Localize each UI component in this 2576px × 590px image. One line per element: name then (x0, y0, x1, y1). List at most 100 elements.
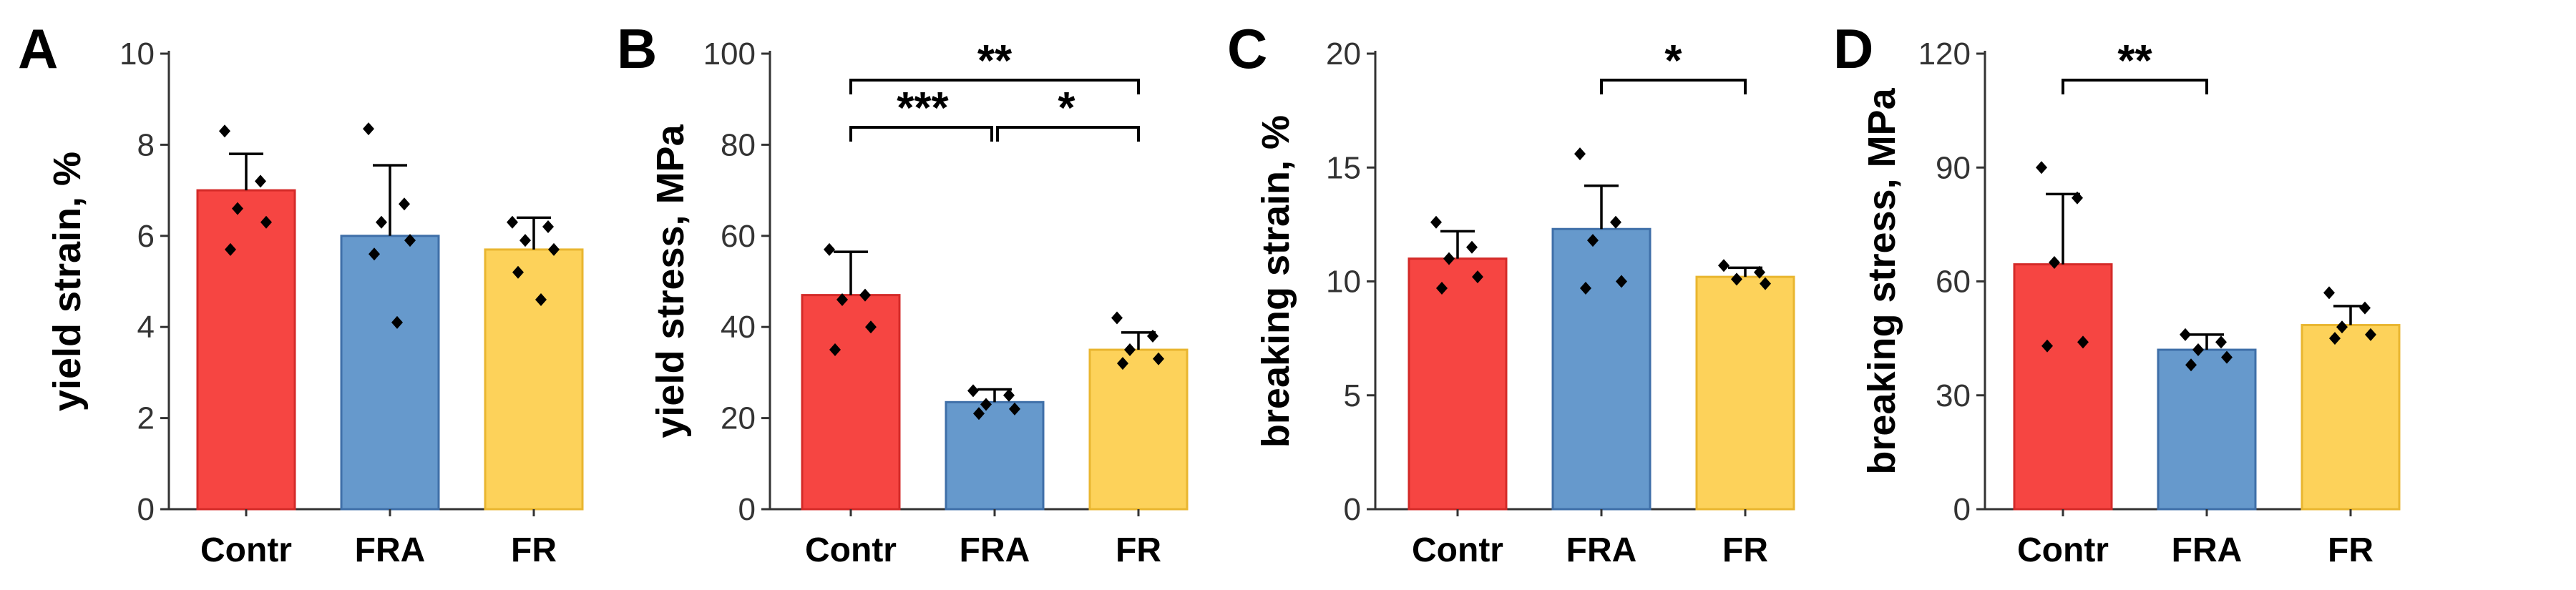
y-tick-label: 2 (137, 401, 155, 436)
data-point (836, 292, 848, 306)
data-point (1003, 388, 1015, 402)
bar-fr (484, 248, 584, 511)
y-tick-label: 6 (137, 219, 155, 254)
y-tick-label: 60 (721, 219, 756, 254)
data-point (232, 202, 243, 215)
data-point (512, 265, 524, 279)
y-tick-label: 20 (721, 401, 756, 436)
data-point (1754, 265, 1765, 279)
category-label: Contr (805, 531, 897, 569)
y-tick-label: 100 (703, 36, 756, 72)
panel-letter: A (18, 17, 58, 80)
data-point (1574, 147, 1586, 161)
bar-fra (945, 400, 1045, 511)
category-label: FRA (2172, 531, 2243, 569)
data-point (2215, 335, 2227, 349)
data-point (1443, 252, 1455, 265)
data-point (1436, 282, 1448, 295)
data-point (1472, 270, 1483, 284)
data-point (369, 247, 380, 261)
data-point (1731, 272, 1742, 286)
y-tick-label: 8 (137, 127, 155, 162)
data-point (1760, 277, 1771, 290)
data-point (1718, 259, 1729, 272)
category-label: Contr (1412, 531, 1503, 569)
significance-bracket (996, 126, 1140, 142)
y-tick-label: 120 (1918, 36, 1971, 72)
data-point (404, 234, 416, 247)
bar-fra (340, 235, 440, 511)
bar-fr (1088, 348, 1189, 511)
category-label: FRA (960, 531, 1030, 569)
data-point (2221, 350, 2233, 364)
data-point (2365, 328, 2376, 341)
y-tick-label: 40 (721, 310, 756, 345)
significance-label: ** (2117, 36, 2152, 86)
data-point (507, 215, 518, 229)
category-label: FR (1722, 531, 1768, 569)
significance-label: ** (977, 36, 1013, 86)
y-tick-label: 4 (137, 310, 155, 345)
data-point (824, 242, 835, 256)
bar-contr (801, 294, 901, 511)
data-point (2336, 320, 2348, 334)
data-point (255, 174, 266, 188)
y-axis-label: breaking stress, MPa (1860, 87, 1903, 474)
significance-label: *** (897, 84, 949, 133)
data-point (865, 320, 877, 334)
panel-letter: D (1833, 17, 1873, 80)
y-axis-label: yield strain, % (46, 152, 89, 411)
category-label: FR (511, 531, 557, 569)
data-point (2077, 335, 2089, 349)
bar-fra (1551, 227, 1652, 511)
data-point (2323, 286, 2335, 300)
y-axis-label: yield stress, MPa (649, 124, 692, 438)
data-point (2359, 301, 2371, 315)
data-point (973, 407, 985, 421)
y-tick-label: 20 (1326, 36, 1361, 72)
y-tick-label: 60 (1936, 265, 1971, 300)
data-point (542, 220, 554, 234)
data-point (1111, 311, 1123, 325)
y-tick-label: 0 (1344, 492, 1361, 527)
category-label: Contr (2017, 531, 2109, 569)
significance-bracket (1600, 79, 1747, 94)
data-point (1430, 215, 1442, 229)
data-point (260, 215, 272, 229)
data-point (535, 292, 547, 306)
data-point (2072, 191, 2083, 205)
data-point (519, 234, 531, 247)
data-point (829, 343, 841, 357)
data-point (363, 122, 374, 136)
data-point (2049, 255, 2060, 269)
data-point (2041, 339, 2053, 353)
bar-fra (2157, 348, 2257, 511)
data-point (859, 288, 871, 302)
data-point (980, 398, 992, 411)
data-point (1466, 240, 1478, 254)
bar-fr (2301, 324, 2401, 511)
y-tick-label: 90 (1936, 150, 1971, 185)
panel-letter: C (1227, 17, 1267, 80)
data-point (967, 384, 979, 398)
significance-bracket (849, 79, 1140, 94)
data-point (1147, 329, 1158, 343)
data-point (219, 124, 230, 138)
bar-fr (1695, 275, 1795, 511)
data-point (2192, 343, 2204, 357)
data-point (2180, 328, 2191, 341)
y-tick-label: 0 (137, 492, 155, 527)
data-point (2329, 332, 2341, 345)
y-tick-label: 5 (1344, 378, 1361, 413)
panel-letter: B (617, 17, 657, 80)
y-tick-label: 15 (1326, 150, 1361, 185)
data-point (1124, 343, 1136, 357)
data-point (1587, 234, 1599, 247)
category-label: Contr (200, 531, 292, 569)
data-point (2036, 161, 2047, 174)
data-point (548, 242, 560, 256)
y-tick-label: 0 (1953, 492, 1971, 527)
